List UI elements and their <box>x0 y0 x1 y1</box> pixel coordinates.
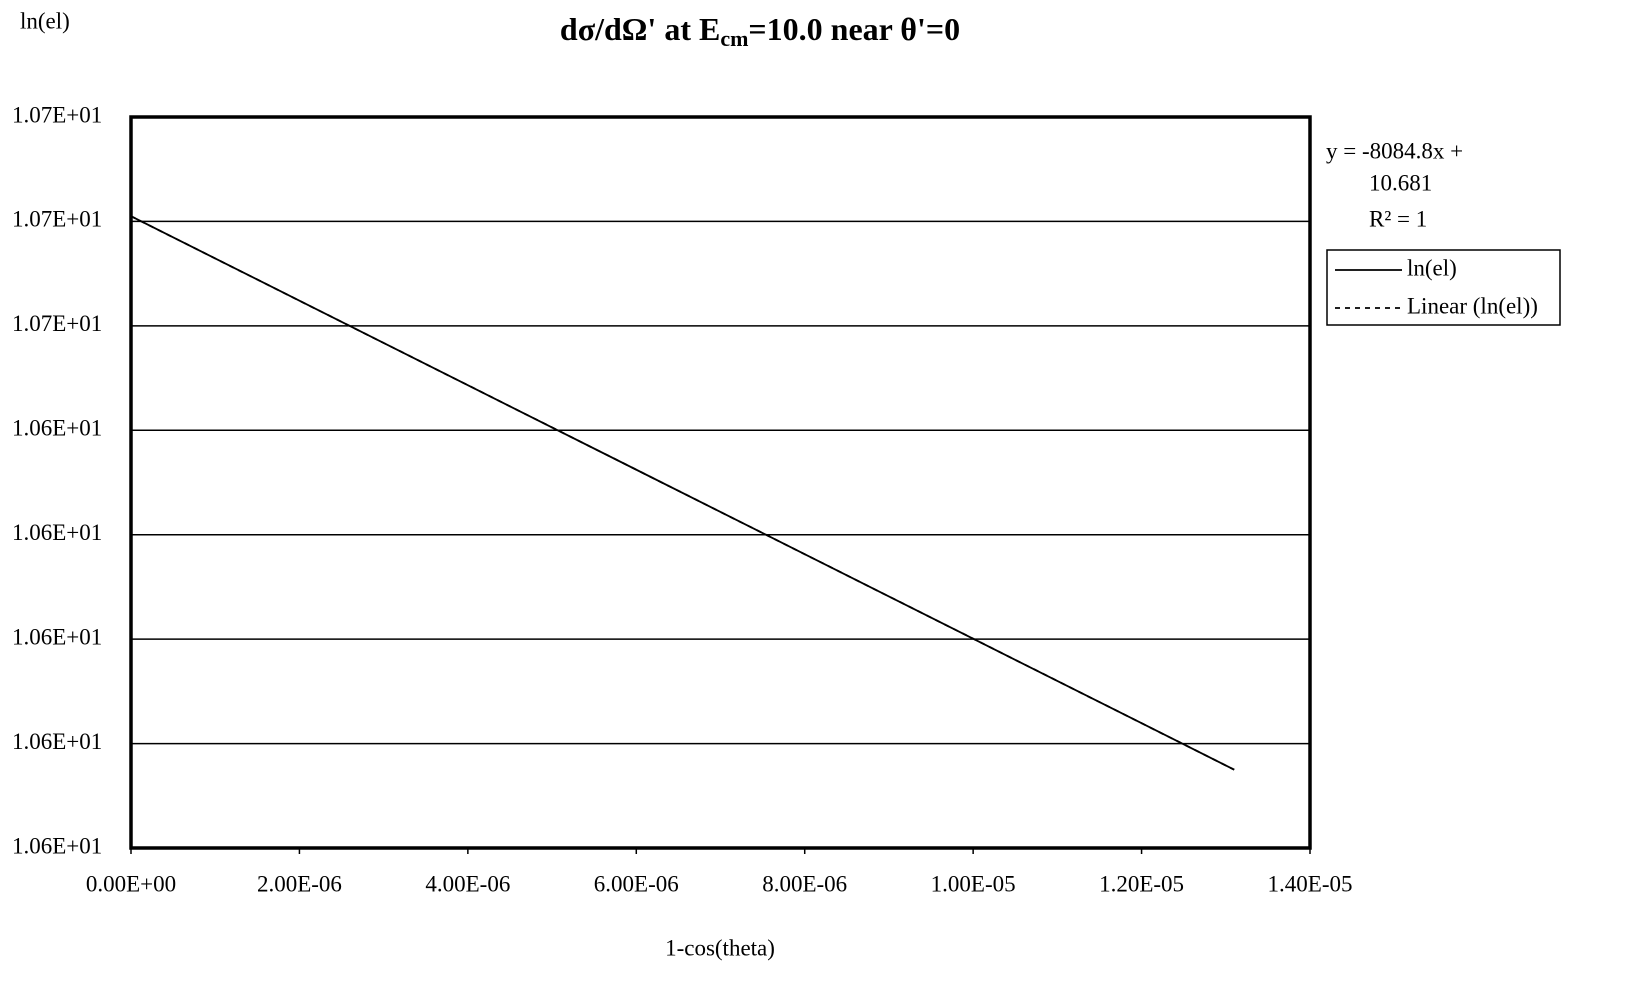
y-axis-label: ln(el) <box>20 8 70 33</box>
chart: dσ/dΩ' at Ecm=10.0 near θ'=0 ln(el) 1-co… <box>0 0 1625 1004</box>
title-subscript: cm <box>720 26 748 51</box>
x-axis-label: 1-cos(theta) <box>665 935 775 960</box>
series-line <box>131 216 1234 769</box>
title-end: =10.0 near θ'=0 <box>748 11 960 47</box>
title-main: dσ/dΩ' at E <box>560 11 720 47</box>
trendline-equation: 10.681 <box>1369 170 1432 195</box>
y-tick-label: 1.06E+01 <box>12 520 102 545</box>
plot-border <box>131 117 1310 848</box>
x-tick-label: 6.00E-06 <box>594 871 679 896</box>
y-tick-label: 1.07E+01 <box>12 311 102 336</box>
page: dσ/dΩ' at Ecm=10.0 near θ'=0 ln(el) 1-co… <box>0 0 1625 1004</box>
x-tick-label: 2.00E-06 <box>257 871 342 896</box>
x-tick-label: 1.40E-05 <box>1268 871 1353 896</box>
x-tick-label: 1.00E-05 <box>931 871 1016 896</box>
y-tick-label: 1.06E+01 <box>12 416 102 441</box>
x-tick-label: 4.00E-06 <box>425 871 510 896</box>
chart-title: dσ/dΩ' at Ecm=10.0 near θ'=0 <box>560 11 960 51</box>
x-tick-label: 1.20E-05 <box>1099 871 1184 896</box>
x-tick-label: 0.00E+00 <box>86 871 176 896</box>
y-tick-label: 1.07E+01 <box>12 102 102 127</box>
y-tick-label: 1.06E+01 <box>12 833 102 858</box>
legend-label: Linear (ln(el)) <box>1407 293 1538 318</box>
legend-label: ln(el) <box>1407 255 1457 280</box>
trendline-equation: y = -8084.8x + <box>1326 138 1463 163</box>
y-tick-label: 1.07E+01 <box>12 207 102 232</box>
x-tick-label: 8.00E-06 <box>762 871 847 896</box>
y-tick-label: 1.06E+01 <box>12 729 102 754</box>
trendline-r2: R² = 1 <box>1369 206 1427 231</box>
y-tick-label: 1.06E+01 <box>12 624 102 649</box>
